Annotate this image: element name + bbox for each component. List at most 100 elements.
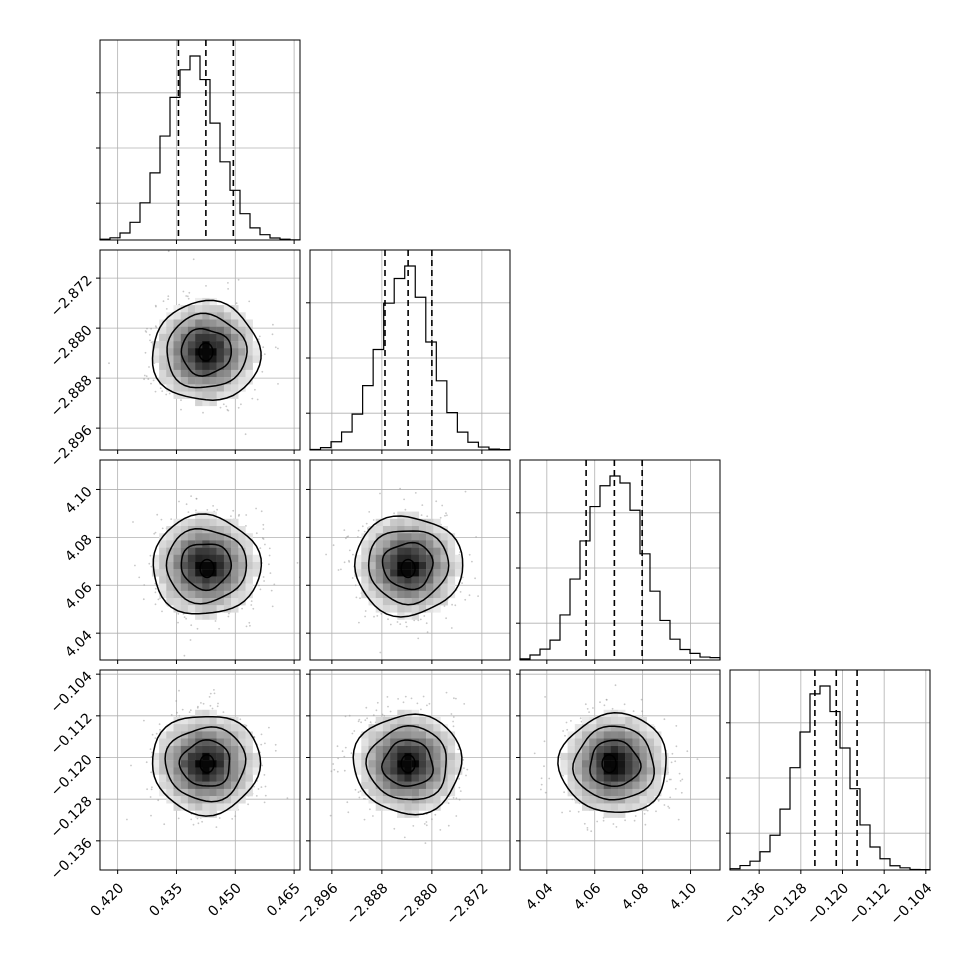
density-cell xyxy=(180,326,189,335)
density-cell xyxy=(202,312,210,320)
density-cell xyxy=(166,326,174,335)
sample-point xyxy=(158,723,161,726)
density-cell xyxy=(411,774,420,782)
density-cell xyxy=(202,362,210,371)
sample-point xyxy=(458,786,461,789)
sample-point xyxy=(358,718,361,721)
density-cell xyxy=(223,355,232,363)
scatter-panel-2-1 xyxy=(306,459,511,664)
sample-point xyxy=(230,515,232,517)
histogram-bar xyxy=(550,640,560,660)
density-cell xyxy=(166,590,174,599)
density-cell xyxy=(238,569,246,577)
sample-point xyxy=(170,714,173,716)
density-cell xyxy=(173,767,181,775)
density-cell xyxy=(574,781,583,790)
density-cell xyxy=(173,745,181,754)
density-cell xyxy=(238,554,246,563)
density-cell xyxy=(180,305,189,313)
density-cell xyxy=(187,796,196,804)
density-cell xyxy=(426,731,434,739)
density-cell xyxy=(202,576,210,584)
density-cell xyxy=(582,760,590,768)
density-cell xyxy=(173,598,181,606)
sample-point xyxy=(262,538,265,540)
density-cell xyxy=(418,716,427,725)
density-cell xyxy=(223,731,232,739)
histogram-bar xyxy=(890,866,900,870)
density-cell xyxy=(646,760,655,768)
density-cell xyxy=(411,576,420,584)
density-cell xyxy=(397,738,405,746)
x-tick-label: 4.10 xyxy=(667,880,700,913)
sample-point xyxy=(348,561,351,563)
sample-point xyxy=(146,327,148,330)
density-cell xyxy=(238,341,246,349)
density-cell xyxy=(245,774,253,782)
sample-point xyxy=(144,330,147,332)
density-cell xyxy=(632,774,640,782)
density-cell xyxy=(632,760,640,768)
density-cell xyxy=(231,576,239,584)
density-cell xyxy=(209,518,217,527)
density-cell xyxy=(195,533,203,541)
density-cell xyxy=(173,533,181,541)
density-cell xyxy=(216,605,225,613)
sample-point xyxy=(417,637,420,640)
density-cell xyxy=(440,547,448,555)
density-cell xyxy=(404,576,412,584)
density-cell xyxy=(202,562,210,570)
density-cell xyxy=(252,562,261,570)
sample-point xyxy=(678,772,681,775)
sample-point xyxy=(367,527,369,529)
density-cell xyxy=(223,333,232,342)
density-cell xyxy=(368,554,376,563)
density-cell xyxy=(390,745,398,754)
y-tick-label: −2.880 xyxy=(48,322,96,370)
sample-point xyxy=(358,796,361,799)
density-cell xyxy=(603,716,611,725)
density-cell xyxy=(589,788,597,797)
density-cell xyxy=(180,738,189,746)
sample-point xyxy=(450,627,453,629)
density-cell xyxy=(166,355,174,363)
density-cell xyxy=(216,598,225,606)
density-cell xyxy=(173,319,181,327)
histogram-bar xyxy=(415,297,426,450)
density-cell xyxy=(375,590,384,599)
density-cell xyxy=(216,803,225,811)
density-cell xyxy=(440,554,448,563)
sample-point xyxy=(543,765,545,768)
density-cell xyxy=(661,752,669,761)
sample-point xyxy=(586,708,589,710)
sample-point xyxy=(237,406,240,409)
density-cell xyxy=(209,767,217,775)
density-cell xyxy=(209,583,217,591)
density-cell xyxy=(625,760,633,768)
sample-point xyxy=(397,698,399,700)
density-cell xyxy=(418,803,427,811)
density-cell xyxy=(440,796,448,804)
density-cell xyxy=(202,709,210,718)
density-cell xyxy=(238,319,246,327)
histogram-bar xyxy=(130,222,140,240)
density-cell xyxy=(440,583,448,591)
density-cell xyxy=(625,716,633,725)
density-cell xyxy=(603,752,611,761)
density-cell xyxy=(418,576,427,584)
density-cell xyxy=(440,533,448,541)
density-cell xyxy=(245,738,253,746)
sample-point xyxy=(152,379,155,382)
sample-point xyxy=(329,814,332,817)
density-cell xyxy=(567,781,575,790)
sample-point xyxy=(452,796,455,799)
density-cell xyxy=(375,752,384,761)
sample-point xyxy=(168,392,171,395)
sample-point xyxy=(468,594,471,597)
density-cell xyxy=(574,774,583,782)
density-cell xyxy=(404,716,412,725)
density-cell xyxy=(639,781,647,790)
sample-point xyxy=(351,577,354,579)
density-cell xyxy=(159,752,167,761)
density-cell xyxy=(654,788,662,797)
